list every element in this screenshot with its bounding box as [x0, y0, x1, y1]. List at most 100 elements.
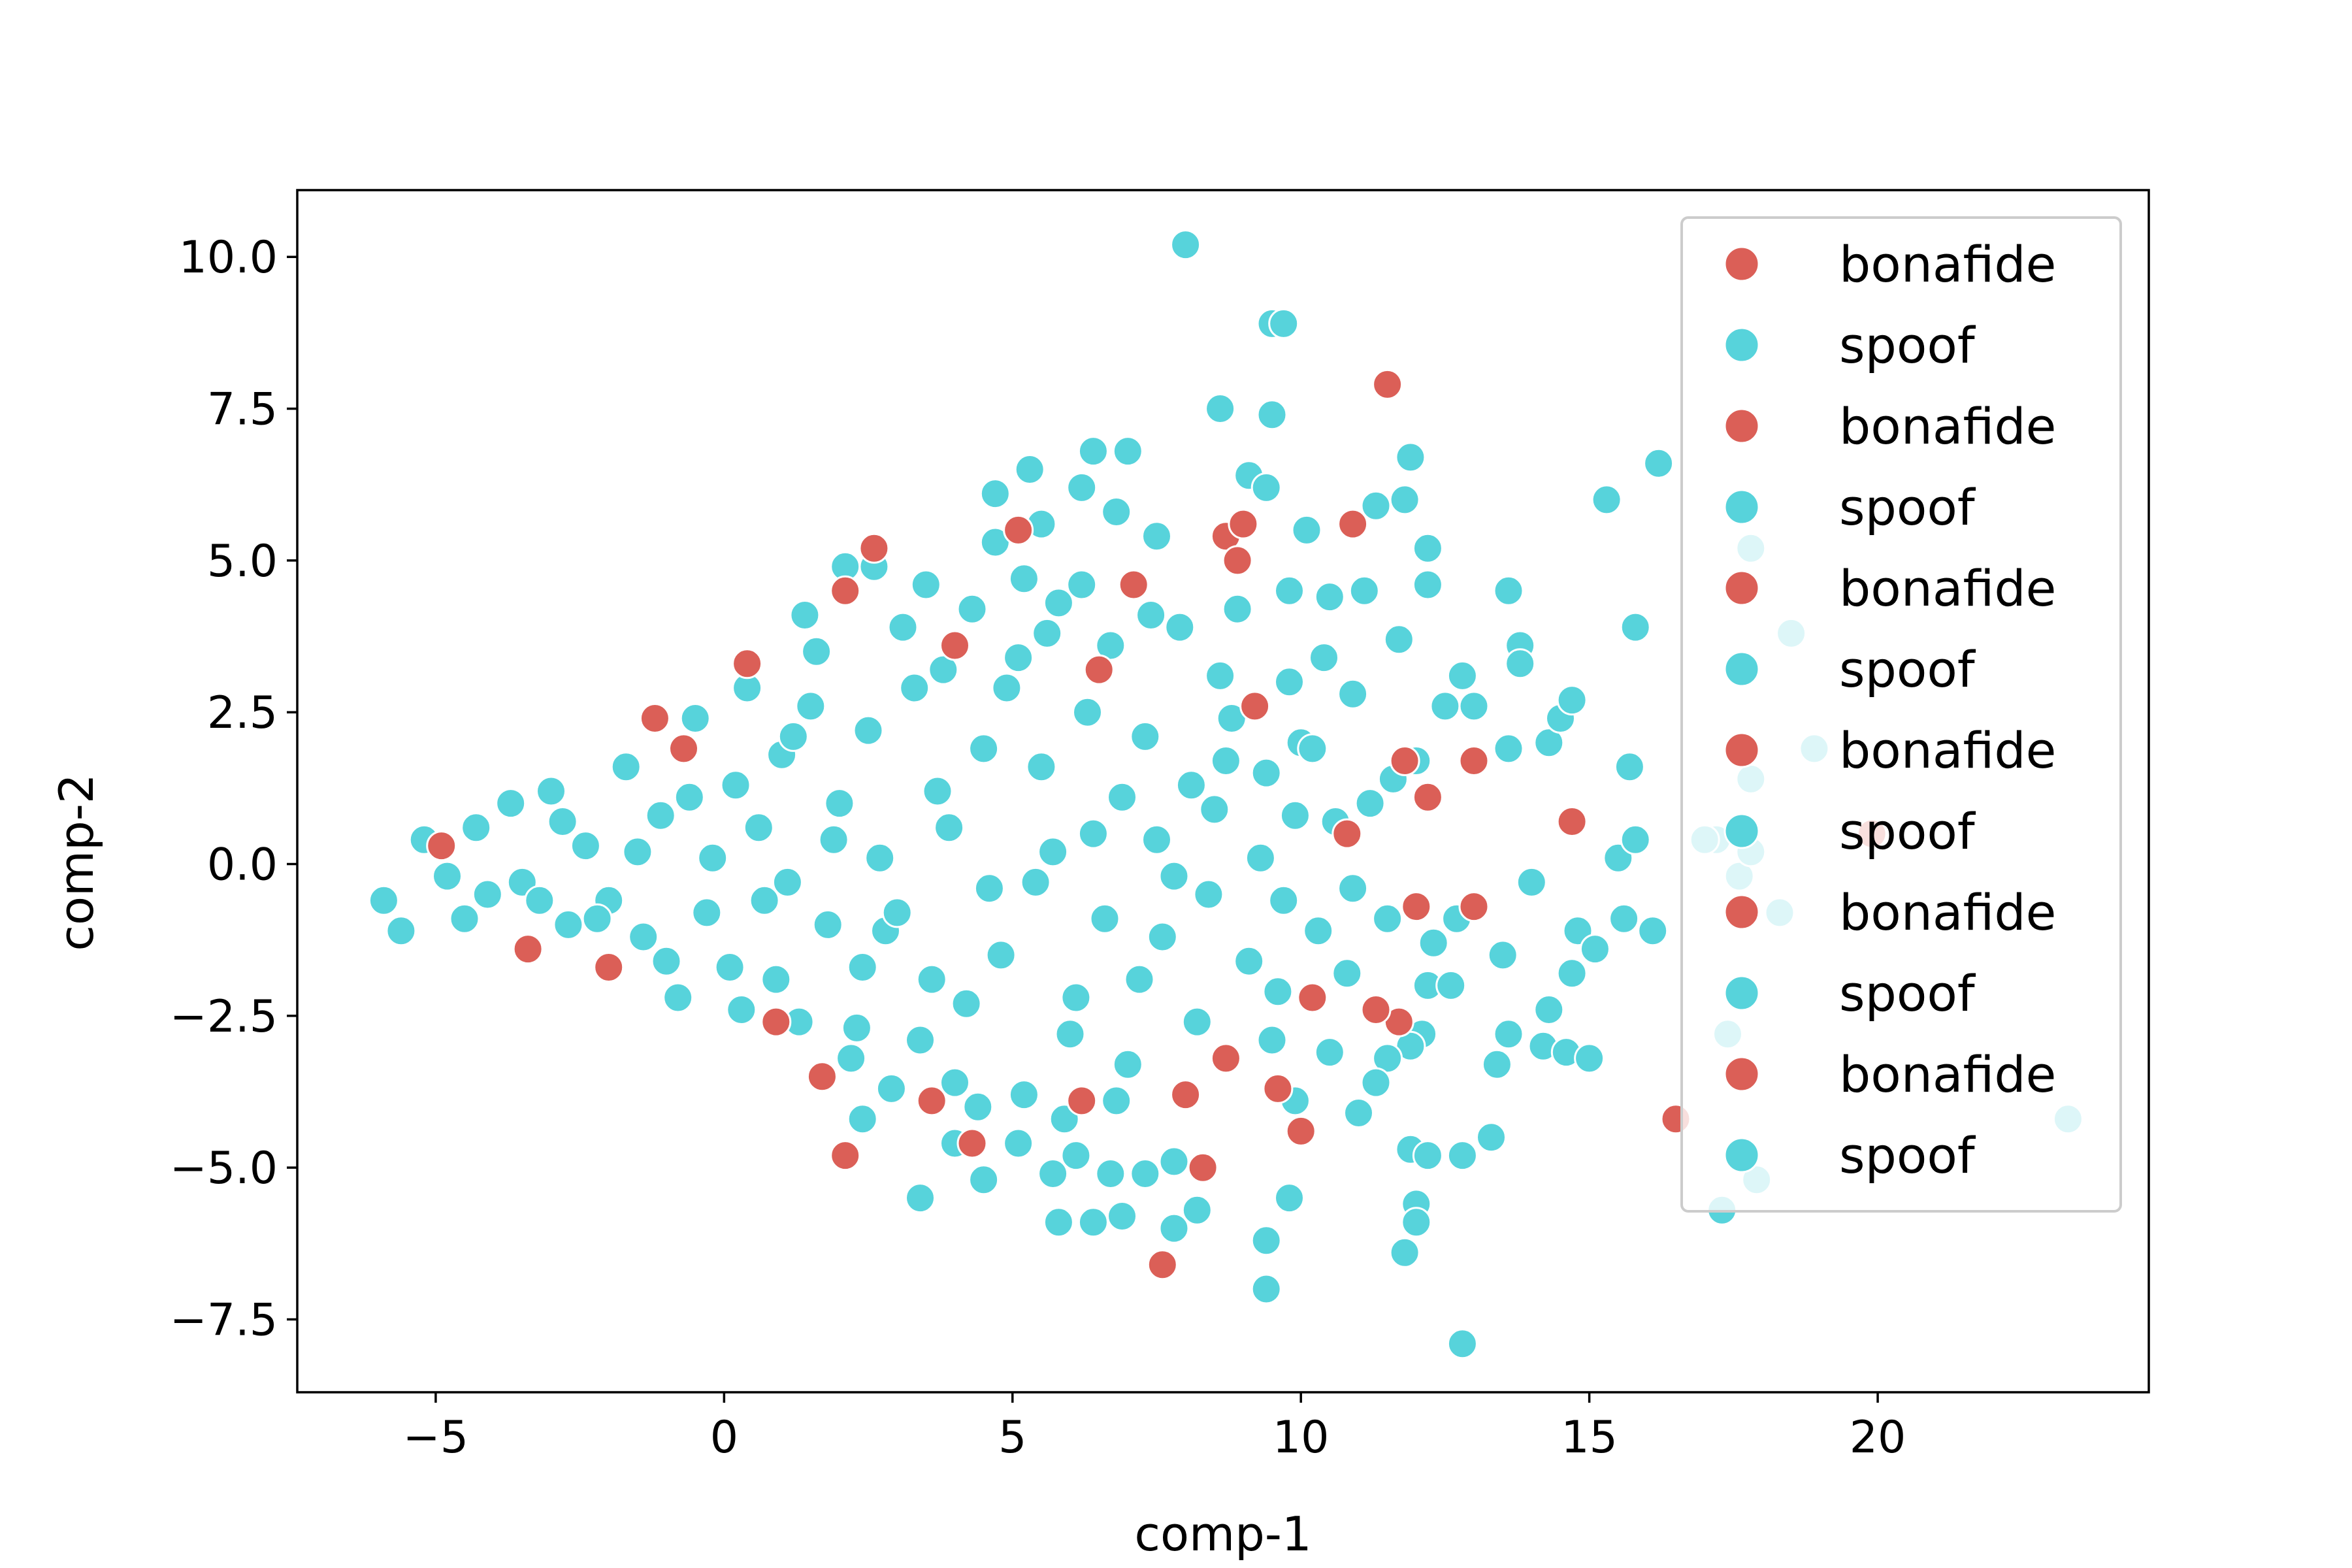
legend-marker-bonafide	[1723, 1056, 1760, 1092]
spoof-point	[1101, 1085, 1132, 1117]
bonafide-point	[1556, 806, 1588, 837]
spoof-point	[1130, 721, 1161, 752]
spoof-point	[1476, 1122, 1507, 1153]
spoof-point	[1130, 1158, 1161, 1189]
spoof-point	[1337, 678, 1369, 710]
spoof-point	[1250, 1225, 1282, 1256]
bonafide-point	[1222, 545, 1253, 576]
spoof-point	[1233, 945, 1265, 977]
legend-label-bonafide: bonafide	[1839, 235, 2056, 293]
bonafide-point	[732, 648, 763, 679]
legend-marker-spoof	[1723, 975, 1760, 1011]
y-tick-label: −7.5	[170, 1294, 278, 1346]
legend-label-spoof: spoof	[1839, 316, 1976, 374]
spoof-point	[1614, 751, 1645, 783]
bonafide-point	[1170, 1079, 1201, 1111]
spoof-point	[536, 776, 566, 807]
spoof-point	[968, 1164, 1000, 1196]
legend-marker-spoof	[1723, 813, 1760, 849]
bonafide-point	[1083, 654, 1115, 685]
spoof-point	[1072, 696, 1103, 728]
legend-label-spoof: spoof	[1839, 802, 1976, 860]
legend-frame	[1680, 216, 2122, 1213]
spoof-point	[385, 915, 417, 947]
legend-label-bonafide: bonafide	[1839, 559, 2056, 617]
spoof-point	[749, 885, 780, 916]
spoof-point	[1303, 915, 1334, 947]
legend-marker-bonafide	[1723, 408, 1760, 444]
spoof-point	[795, 691, 826, 722]
spoof-point	[1637, 915, 1669, 947]
spoof-point	[836, 1043, 867, 1074]
x-tick-label: 0	[710, 1412, 738, 1463]
spoof-point	[1412, 532, 1443, 564]
x-axis-ticks: −5 0 5 10 15 20	[403, 1392, 1906, 1463]
spoof-point	[939, 1067, 970, 1098]
spoof-point	[968, 733, 1000, 764]
spoof-point	[1158, 1146, 1190, 1177]
spoof-point	[679, 703, 711, 734]
spoof-point	[1309, 642, 1339, 674]
y-axis-ticks: −7.5 −5.0 −2.5 0.0 2.5 5.0 7.5 10.0	[170, 232, 297, 1346]
x-axis-label: comp-1	[1134, 1507, 1311, 1561]
spoof-point	[1141, 824, 1172, 855]
x-tick-label: −5	[403, 1412, 468, 1463]
legend-label-spoof: spoof	[1839, 1126, 1976, 1184]
spoof-point	[916, 964, 947, 995]
spoof-point	[1556, 958, 1588, 989]
spoof-point	[1222, 593, 1253, 625]
spoof-point	[1620, 824, 1651, 855]
spoof-point	[697, 842, 728, 874]
spoof-point	[887, 612, 919, 643]
spoof-point	[1435, 970, 1467, 1001]
spoof-point	[1389, 1237, 1420, 1268]
y-tick-label: 0.0	[207, 840, 278, 891]
bonafide-point	[1297, 982, 1328, 1013]
spoof-point	[1291, 514, 1322, 546]
legend-marker-spoof	[1723, 489, 1760, 525]
spoof-point	[1008, 563, 1039, 595]
spoof-point	[1014, 454, 1045, 485]
legend-marker-spoof	[1723, 327, 1760, 363]
spoof-point	[1354, 788, 1386, 819]
spoof-point	[1008, 1079, 1039, 1111]
spoof-point	[1262, 976, 1294, 1007]
spoof-point	[1274, 1183, 1305, 1214]
spoof-point	[1620, 612, 1651, 643]
bonafide-point	[426, 830, 457, 862]
y-tick-label: −5.0	[170, 1143, 278, 1194]
spoof-point	[1066, 569, 1098, 600]
y-axis-label: comp-2	[49, 774, 104, 951]
spoof-point	[864, 842, 896, 874]
spoof-point	[1360, 1067, 1392, 1098]
bonafide-point	[1412, 781, 1443, 813]
spoof-point	[1077, 1207, 1109, 1238]
spoof-point	[1337, 873, 1369, 904]
spoof-point	[1383, 624, 1414, 655]
bonafide-point	[1187, 1152, 1218, 1183]
bonafide-point	[1401, 891, 1432, 923]
spoof-point	[812, 909, 843, 940]
bonafide-point	[1210, 1043, 1241, 1074]
spoof-point	[922, 776, 953, 807]
bonafide-point	[1458, 891, 1490, 923]
spoof-point	[1279, 800, 1311, 831]
spoof-point	[1245, 842, 1276, 874]
spoof-point	[1210, 745, 1241, 776]
spoof-point	[1446, 660, 1478, 691]
x-tick-label: 10	[1273, 1412, 1330, 1463]
spoof-point	[841, 1012, 872, 1043]
bonafide-point	[806, 1061, 838, 1092]
spoof-point	[1003, 1128, 1034, 1159]
spoof-point	[1343, 1098, 1374, 1128]
bonafide-point	[593, 952, 625, 983]
spoof-point	[956, 593, 988, 625]
spoof-point	[985, 939, 1017, 971]
spoof-point	[743, 812, 774, 843]
legend-label-bonafide: bonafide	[1839, 397, 2056, 455]
y-tick-label: −2.5	[170, 991, 278, 1043]
spoof-point	[1164, 612, 1196, 643]
spoof-point	[449, 903, 480, 934]
bonafide-point	[956, 1128, 988, 1159]
spoof-point	[875, 1073, 907, 1104]
